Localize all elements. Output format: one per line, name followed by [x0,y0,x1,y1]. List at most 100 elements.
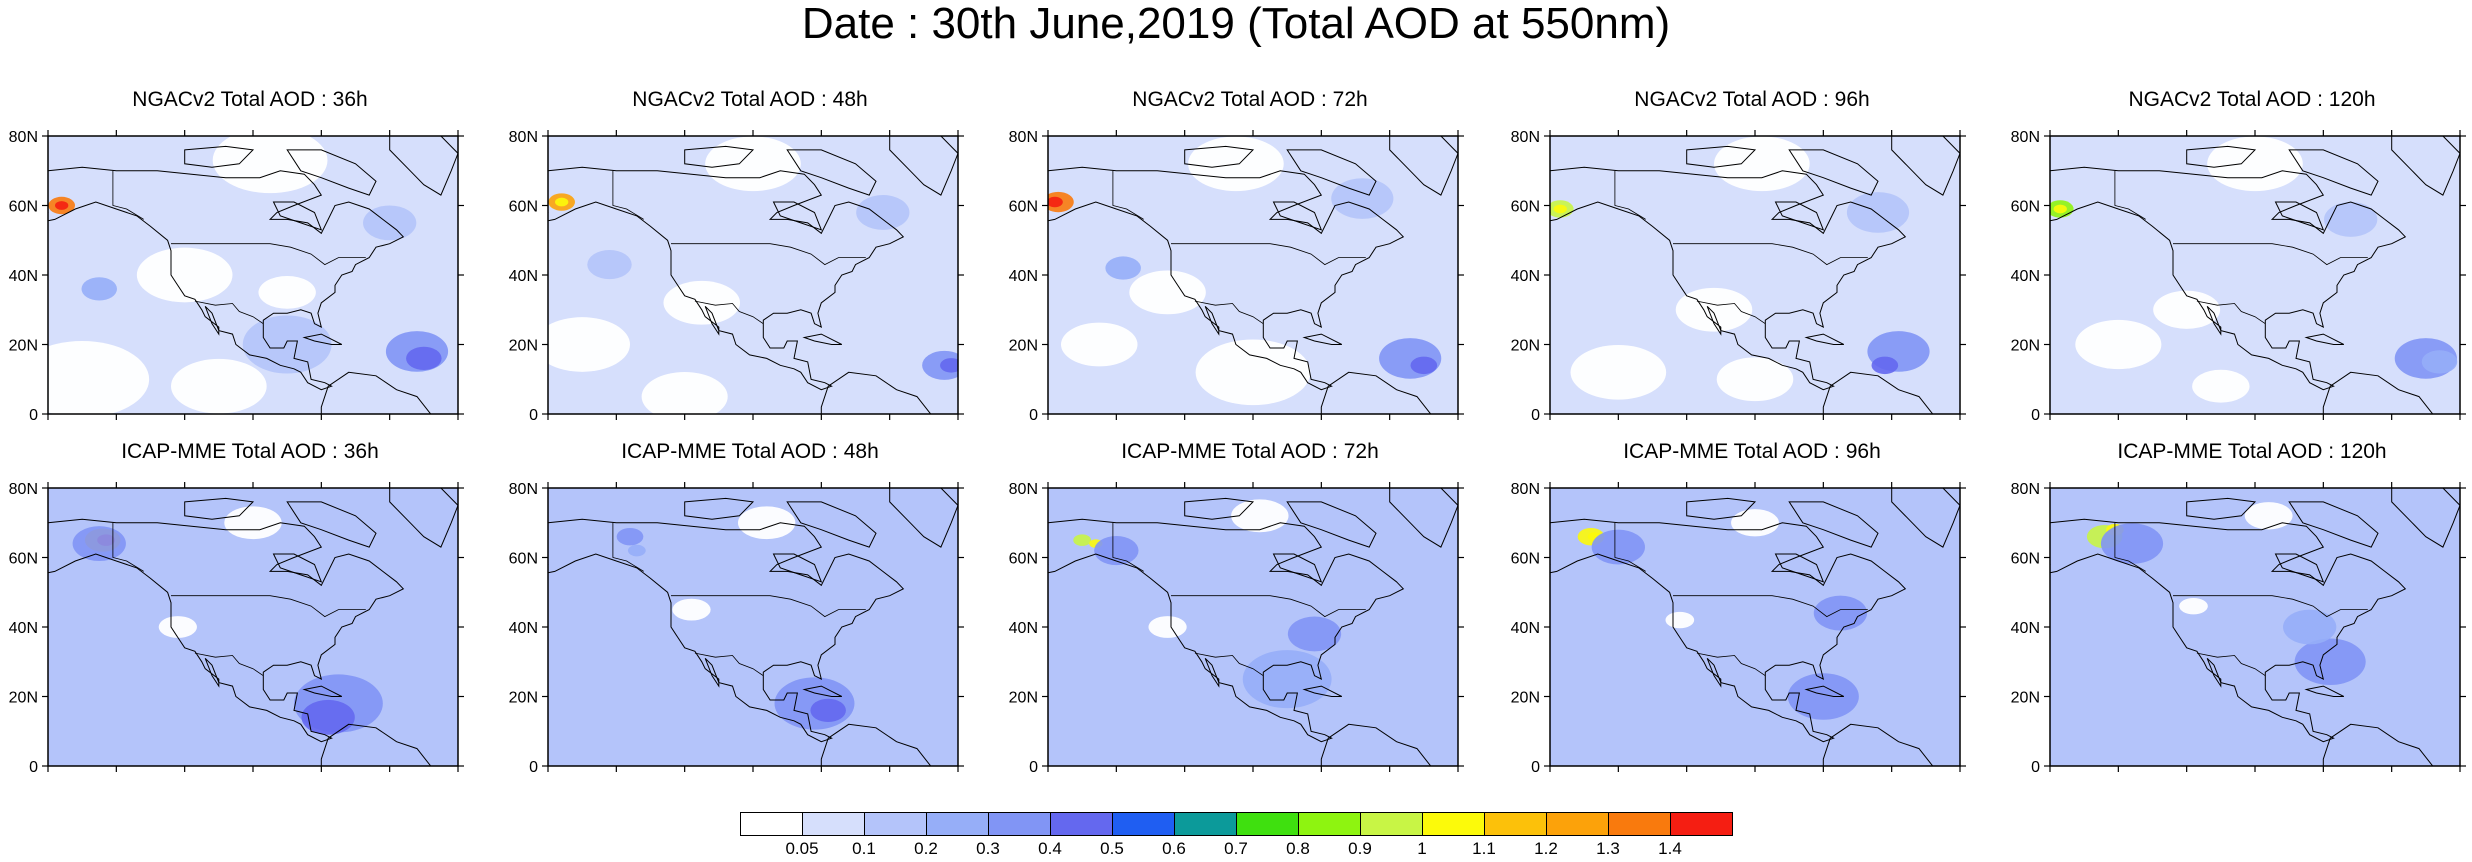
lat-tick-label: 0 [529,407,538,424]
aod-plume [587,250,632,280]
coastline [1389,488,1458,548]
aod-plume [406,346,442,371]
aod-clean-patch [1714,136,1810,192]
aod-field [548,136,958,414]
lon-tick-label: 120W [664,427,707,428]
panel-title: ICAP-MME Total AOD : 48h [621,440,879,463]
country-border [2114,170,2146,220]
lon-tick-label: 140W [1095,427,1138,428]
lat-tick-label: 20N [2011,338,2040,355]
lon-tick-label: 80W [805,779,839,780]
coastline [2288,149,2379,196]
coastline [286,149,377,196]
lon-tick-label: 140W [95,427,138,428]
aod-clean-patch [548,317,630,372]
aod-clean-patch [2207,136,2303,192]
lon-tick-label: 100W [1232,779,1275,780]
country-border [1194,300,1264,325]
coastline [1686,497,1757,520]
colorbar-box [864,812,927,836]
aod-field [1048,488,1458,766]
lon-tick-label: 80W [2307,779,2341,780]
coastline [820,371,932,414]
country-border [1112,522,1144,572]
lon-tick-label: 60W [2375,779,2409,780]
lat-tick-label: 0 [2031,407,2040,424]
coastline [2322,723,2434,766]
aod-plume [1331,178,1394,219]
coastline [786,501,877,548]
coastline [802,685,843,697]
map-frame: 80N 60N 40N 20N 0 160W 140W 120W 100W 80W 60W 40W [0,464,500,780]
colorbar-label: 0.2 [914,839,938,858]
lon-tick-label: 60W [373,779,407,780]
map-panel: NGACv2 Total AOD : 120h 80N 60N 40N 20N 0 160W… [2002,88,2472,428]
coastline [1550,518,1907,743]
aod-plume [1591,529,1645,565]
country-border [671,595,866,618]
lat-tick-label: 60N [1009,551,1038,568]
coastline [2288,501,2379,548]
lon-tick-label: 60W [1373,779,1407,780]
aod-plume [555,197,569,207]
country-border [112,170,144,220]
aod-plume [1287,616,1342,652]
country-border [612,170,644,220]
colorbar-label: 0.6 [1162,839,1186,858]
aod-plume [1410,356,1438,375]
country-border [1614,522,1646,572]
colorbar-label: 0.5 [1100,839,1124,858]
lat-tick-label: 80N [2011,129,2040,146]
map-panel: ICAP-MME Total AOD : 48h 80N 60N 40N 20N 0 160… [500,440,1000,780]
lon-tick-label: 100W [1734,427,1777,428]
aod-map: 80N 60N 40N 20N 0 160W 140W 120W 100W 80W 60W 40W [1009,481,1476,780]
country-border [1171,243,1366,266]
lon-tick-label: 140W [1095,779,1138,780]
aod-clean-patch [224,506,282,540]
lat-tick-label: 60N [2011,551,2040,568]
aod-plume [2421,350,2458,374]
lon-tick-label: 80W [1305,779,1339,780]
aod-clean-patch [1665,611,1695,629]
aod-plume [1813,595,1868,631]
aod-field [1048,136,1458,414]
coastline [1774,201,1825,231]
lat-tick-label: 80N [1511,129,1540,146]
aod-plume [2100,523,2164,564]
aod-clean-patch [1716,357,1794,402]
colorbar-label: 0.3 [976,839,1000,858]
lat-tick-label: 80N [1009,481,1038,498]
lat-tick-label: 0 [1531,407,1540,424]
coastline [48,166,405,391]
coastline [2304,685,2345,697]
coastline [802,333,843,345]
aod-clean-patch [258,275,316,309]
aod-plume [1871,356,1899,375]
colorbar-box [1174,812,1237,836]
lon-tick-label: 120W [664,779,707,780]
coastline [320,371,432,414]
lon-tick-label: 120W [1666,779,1709,780]
coastline [1788,149,1879,196]
country-border [1673,243,1868,266]
lat-tick-label: 80N [9,481,38,498]
aod-clean-patch [1148,616,1187,638]
map-panel: ICAP-MME Total AOD : 36h 80N 60N 40N 20N 0 160… [0,440,500,780]
aod-plume [1242,650,1332,709]
lon-tick-label: 160W [1027,427,1070,428]
panel-title: NGACv2 Total AOD : 96h [1634,88,1870,111]
lon-tick-label: 160W [1529,779,1572,780]
coastline [2391,136,2460,196]
aod-map: 80N 60N 40N 20N 0 160W 140W 120W 100W 80W 60W 40W [509,481,976,780]
country-border [194,300,264,325]
figure-title: Date : 30th June,2019 (Total AOD at 550n… [801,0,1671,48]
country-border [171,595,366,618]
lat-tick-label: 40N [1511,268,1540,285]
lon-tick-label: 160W [27,779,70,780]
coastline [1302,685,1343,697]
lat-tick-label: 60N [2011,199,2040,216]
coastline [2186,497,2257,520]
aod-clean-patch [1129,270,1206,315]
coastline [302,685,343,697]
aod-field [1550,488,1960,766]
